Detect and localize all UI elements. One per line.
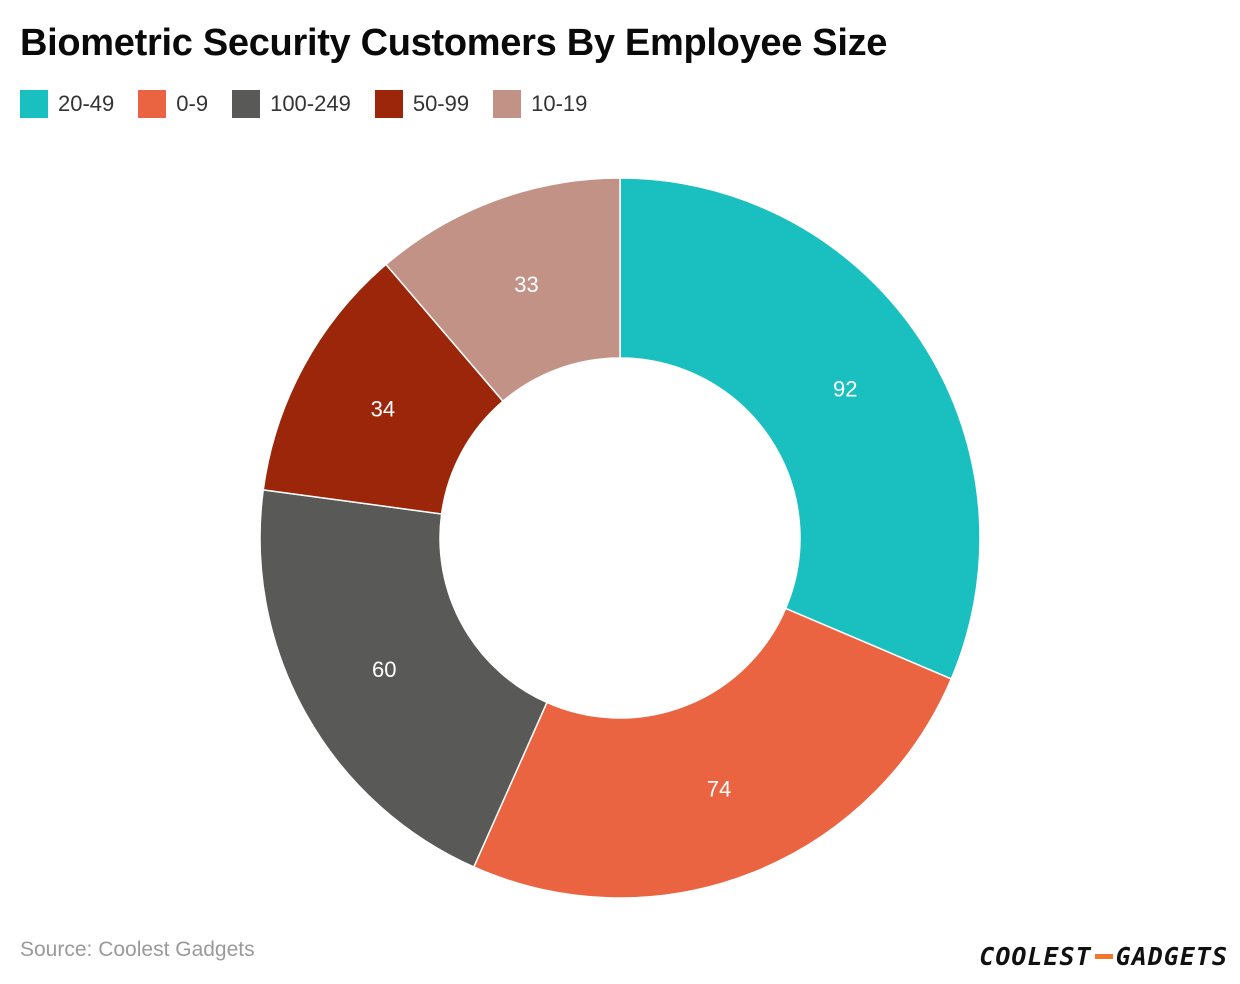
donut-slice-10-19 <box>384 177 621 403</box>
legend-item-100-249: 100-249 <box>232 90 351 118</box>
legend-item-50-99: 50-99 <box>374 90 470 118</box>
brand-logo-dash <box>1094 954 1113 959</box>
slice-value-label: 92 <box>833 377 857 402</box>
legend-swatch <box>232 90 261 118</box>
legend-swatch <box>374 90 403 118</box>
legend-label: 10-19 <box>531 91 588 116</box>
legend-item-10-19: 10-19 <box>493 90 587 118</box>
donut-slice-20-49 <box>619 177 981 680</box>
donut-slice-50-99 <box>262 263 505 515</box>
slice-value-label: 60 <box>372 657 396 682</box>
brand-logo-part2: GADGETS <box>1115 942 1228 971</box>
legend-item-0-9: 0-9 <box>138 90 208 118</box>
legend-label: 20-49 <box>58 91 115 116</box>
legend-label: 50-99 <box>412 91 470 116</box>
legend-label: 100-249 <box>270 91 351 116</box>
brand-logo-part1: COOLEST <box>979 942 1092 971</box>
donut-slice-0-9 <box>472 607 953 899</box>
legend-label: 0-9 <box>176 91 209 116</box>
slice-value-label: 74 <box>707 777 731 802</box>
source-note: Source: Coolest Gadgets <box>20 938 255 961</box>
legend-item-20-49: 20-49 <box>20 90 114 118</box>
slice-value-label: 34 <box>371 396 395 421</box>
chart-legend: 20-49 0-9 100-249 50-99 10-19 <box>20 89 611 119</box>
chart-title: Biometric Security Customers By Employee… <box>20 22 888 64</box>
slice-value-label: 33 <box>514 272 538 297</box>
donut-slice-100-249 <box>259 489 548 868</box>
brand-logo: COOLEST GADGETS <box>979 942 1228 971</box>
legend-swatch <box>20 90 48 118</box>
legend-swatch <box>138 90 167 118</box>
legend-swatch <box>493 90 522 118</box>
